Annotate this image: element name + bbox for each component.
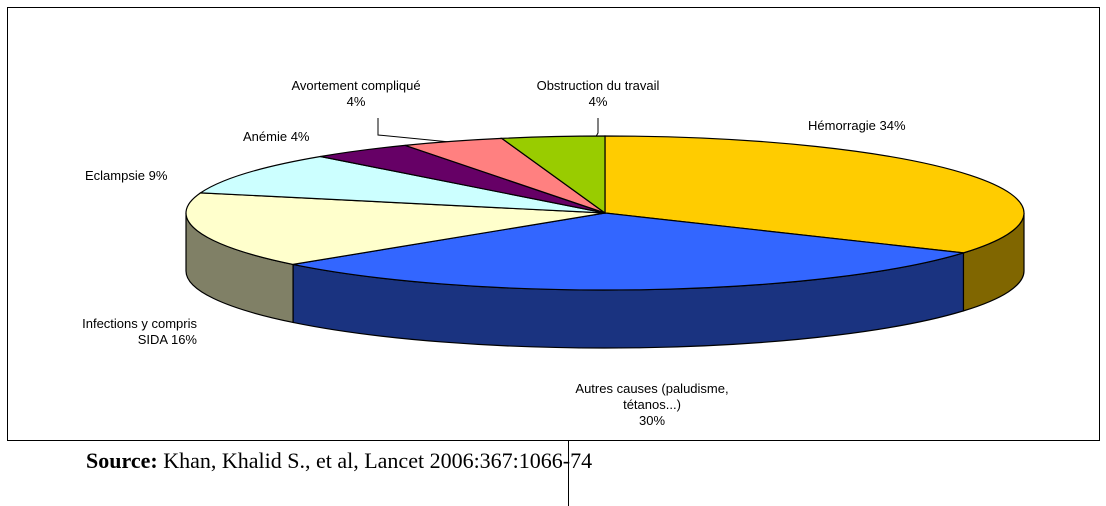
value-label: 9% bbox=[148, 168, 168, 183]
category-label: Autres causes (paludisme, tétanos...) bbox=[575, 381, 729, 412]
slice-label: Eclampsie 9% bbox=[85, 168, 225, 184]
category-label: Avortement compliqué bbox=[291, 78, 421, 93]
slice-label: Hémorragie 34% bbox=[808, 118, 1008, 134]
pie-slice bbox=[198, 155, 606, 214]
value-label: 16% bbox=[170, 332, 197, 347]
slice-label: Infections y compris SIDA 16% bbox=[60, 316, 197, 348]
category-label: Eclampsie bbox=[85, 168, 145, 183]
slice-label: Obstruction du travail 4% bbox=[508, 78, 688, 110]
slice-label: Anémie 4% bbox=[243, 129, 363, 145]
pie-slice bbox=[604, 135, 1025, 254]
pie-slice bbox=[500, 135, 606, 215]
value-label: 30% bbox=[638, 413, 666, 428]
value-label: 4% bbox=[290, 129, 310, 144]
source-label: Source: bbox=[86, 448, 158, 473]
category-label: Anémie bbox=[243, 129, 288, 144]
source: Source: Khan, Khalid S., et al, Lancet 2… bbox=[86, 448, 592, 474]
slice-label: Avortement compliqué 4% bbox=[266, 78, 446, 110]
pie-slice bbox=[185, 192, 606, 266]
value-label: 4% bbox=[346, 94, 366, 109]
slice-label: Autres causes (paludisme, tétanos...) 30% bbox=[572, 381, 732, 429]
category-label: Infections y compris SIDA bbox=[82, 316, 197, 347]
category-label: Hémorragie bbox=[808, 118, 876, 133]
value-label: 4% bbox=[588, 94, 608, 109]
frame bbox=[7, 7, 1100, 441]
value-label: 34% bbox=[879, 118, 906, 133]
category-label: Obstruction du travail bbox=[536, 78, 660, 93]
source-text: Khan, Khalid S., et al, Lancet 2006:367:… bbox=[163, 448, 593, 473]
leader-line bbox=[377, 118, 451, 143]
pie-slice bbox=[292, 212, 964, 291]
